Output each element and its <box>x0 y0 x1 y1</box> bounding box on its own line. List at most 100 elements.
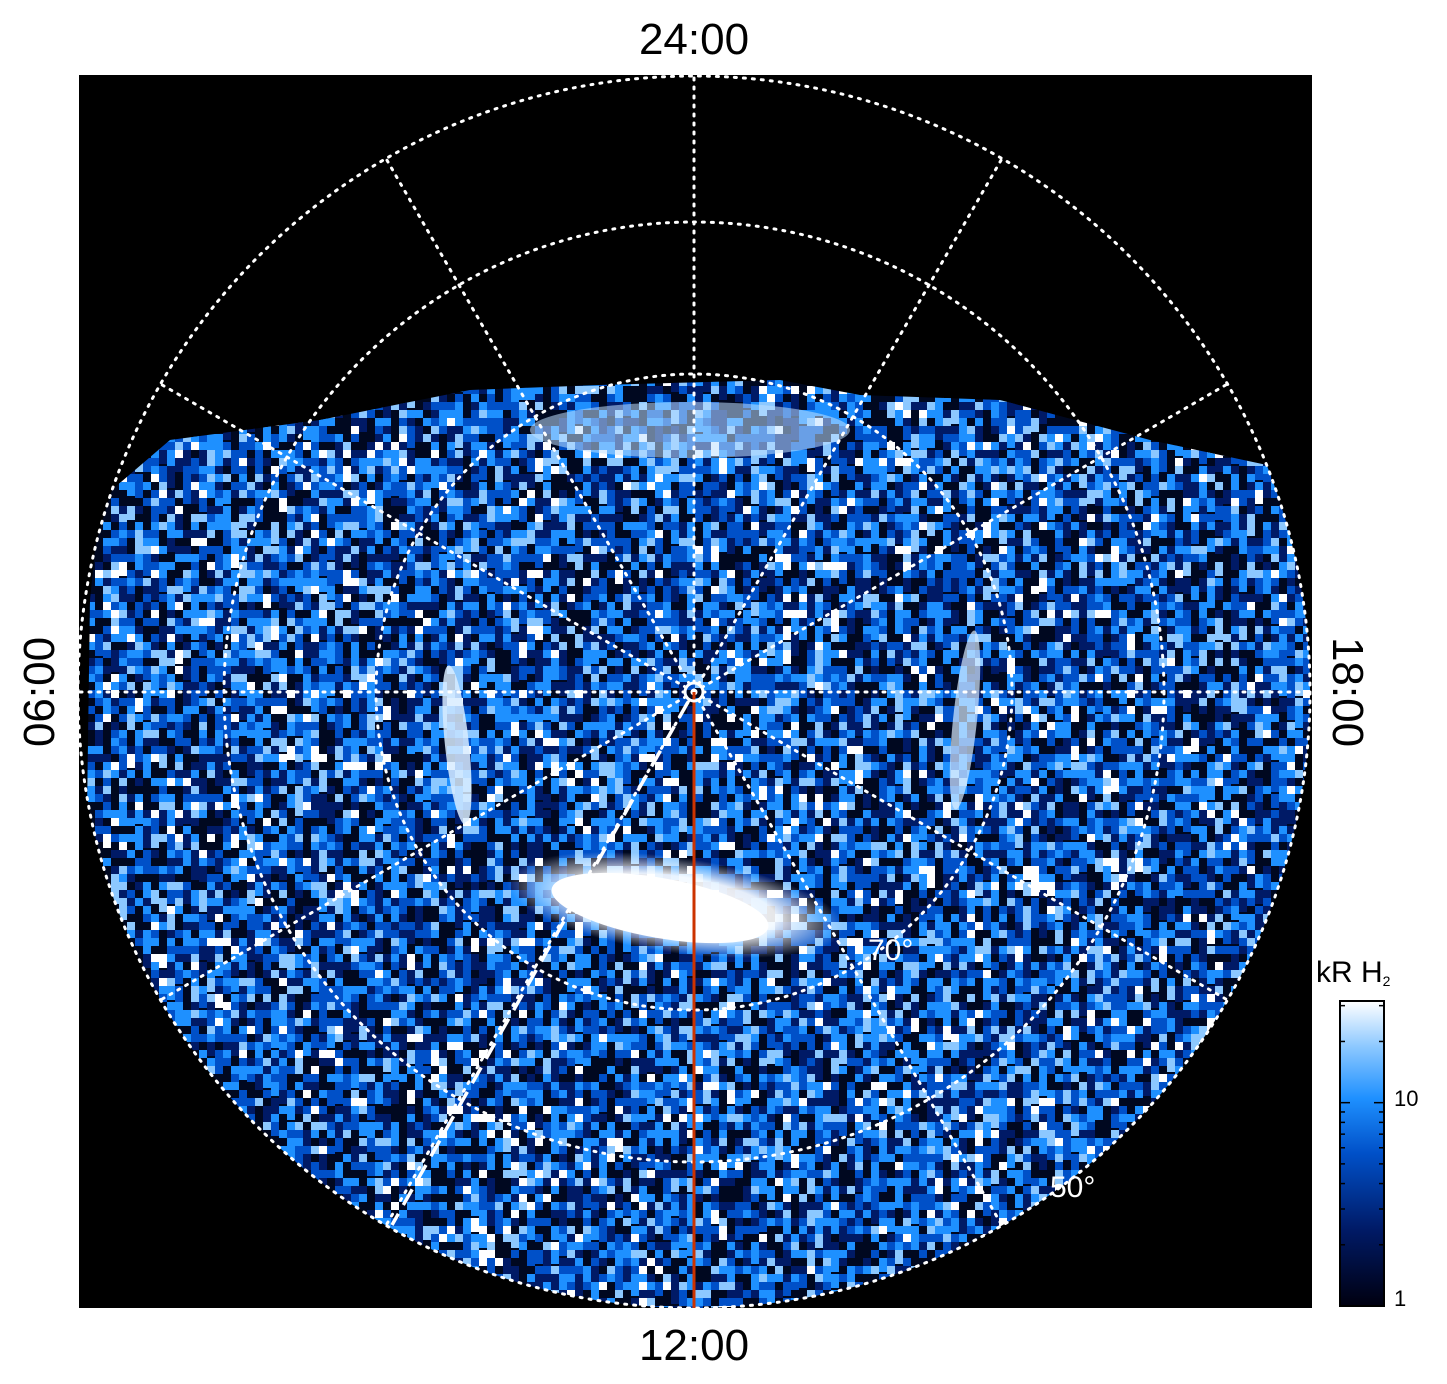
emission-pixel <box>1271 602 1279 610</box>
emission-pixel <box>399 458 407 472</box>
emission-pixel <box>767 386 775 400</box>
emission-pixel <box>951 442 959 456</box>
emission-pixel <box>711 546 719 554</box>
emission-pixel <box>863 586 871 594</box>
emission-pixel <box>319 434 327 442</box>
emission-pixel <box>623 690 631 704</box>
emission-pixel <box>511 650 519 664</box>
emission-pixel <box>199 642 207 656</box>
emission-pixel <box>135 714 143 722</box>
emission-pixel <box>279 546 287 560</box>
emission-pixel <box>1191 546 1199 554</box>
emission-pixel <box>399 482 407 490</box>
emission-pixel <box>1279 666 1287 674</box>
emission-pixel <box>783 738 791 746</box>
emission-pixel <box>519 498 527 506</box>
emission-pixel <box>919 562 927 570</box>
emission-pixel <box>743 450 751 464</box>
emission-pixel <box>735 642 743 650</box>
emission-pixel <box>1207 498 1215 512</box>
emission-pixel <box>575 634 583 648</box>
emission-pixel <box>639 658 647 666</box>
emission-pixel <box>647 522 655 530</box>
emission-pixel <box>719 682 727 690</box>
emission-pixel <box>1063 426 1071 440</box>
emission-pixel <box>1159 546 1167 554</box>
emission-pixel <box>327 674 335 688</box>
emission-pixel <box>359 674 367 682</box>
emission-pixel <box>263 682 271 690</box>
emission-pixel <box>119 522 127 530</box>
emission-pixel <box>999 434 1007 442</box>
emission-pixel <box>423 706 431 720</box>
emission-pixel <box>551 394 559 402</box>
emission-pixel <box>991 730 999 738</box>
emission-pixel <box>999 506 1007 514</box>
emission-pixel <box>287 618 295 626</box>
emission-pixel <box>119 562 127 576</box>
emission-pixel <box>199 698 207 706</box>
emission-pixel <box>1047 458 1055 466</box>
emission-pixel <box>903 642 911 650</box>
emission-pixel <box>191 666 199 674</box>
emission-pixel <box>567 570 575 578</box>
emission-pixel <box>663 674 671 682</box>
emission-pixel <box>855 562 863 576</box>
emission-pixel <box>1239 666 1247 674</box>
emission-pixel <box>199 458 207 472</box>
emission-pixel <box>87 658 95 672</box>
emission-pixel <box>383 426 391 440</box>
emission-pixel <box>759 394 767 402</box>
emission-pixel <box>927 650 935 658</box>
emission-pixel <box>903 658 911 666</box>
emission-pixel <box>223 450 231 458</box>
emission-pixel <box>1023 466 1031 480</box>
emission-pixel <box>919 482 927 490</box>
emission-pixel <box>999 482 1007 496</box>
emission-pixel <box>1127 594 1135 602</box>
emission-pixel <box>167 602 175 610</box>
emission-pixel <box>847 730 855 738</box>
emission-pixel <box>735 380 743 386</box>
emission-pixel <box>919 434 927 442</box>
emission-pixel <box>1103 482 1111 490</box>
emission-pixel <box>1263 538 1271 552</box>
emission-pixel <box>423 570 431 578</box>
emission-pixel <box>1279 682 1287 696</box>
emission-pixel <box>231 466 239 474</box>
emission-pixel <box>431 554 439 568</box>
emission-pixel <box>927 602 935 610</box>
emission-pixel <box>263 554 271 568</box>
emission-pixel <box>1047 426 1055 434</box>
emission-pixel <box>319 554 327 562</box>
emission-pixel <box>1183 530 1191 544</box>
emission-pixel <box>927 666 935 674</box>
emission-pixel <box>1151 738 1159 752</box>
emission-pixel <box>87 634 95 642</box>
emission-pixel <box>887 546 895 554</box>
emission-pixel <box>399 562 407 570</box>
emission-pixel <box>983 482 991 490</box>
emission-pixel <box>1063 714 1071 728</box>
emission-pixel <box>815 546 823 560</box>
emission-pixel <box>895 522 903 530</box>
emission-pixel <box>479 618 487 626</box>
emission-pixel <box>535 522 543 530</box>
emission-pixel <box>615 394 623 408</box>
emission-pixel <box>1127 626 1135 640</box>
emission-pixel <box>351 658 359 672</box>
emission-pixel <box>1199 642 1207 650</box>
emission-pixel <box>1023 450 1031 464</box>
emission-pixel <box>975 634 983 642</box>
emission-pixel <box>303 618 311 626</box>
emission-pixel <box>879 514 887 522</box>
emission-pixel <box>247 482 255 496</box>
emission-pixel <box>743 722 751 736</box>
emission-pixel <box>871 490 879 498</box>
emission-pixel <box>735 506 743 520</box>
emission-pixel <box>1247 498 1255 512</box>
emission-pixel <box>1079 434 1087 442</box>
emission-pixel <box>335 730 343 738</box>
emission-pixel <box>911 698 919 706</box>
emission-pixel <box>903 706 911 720</box>
